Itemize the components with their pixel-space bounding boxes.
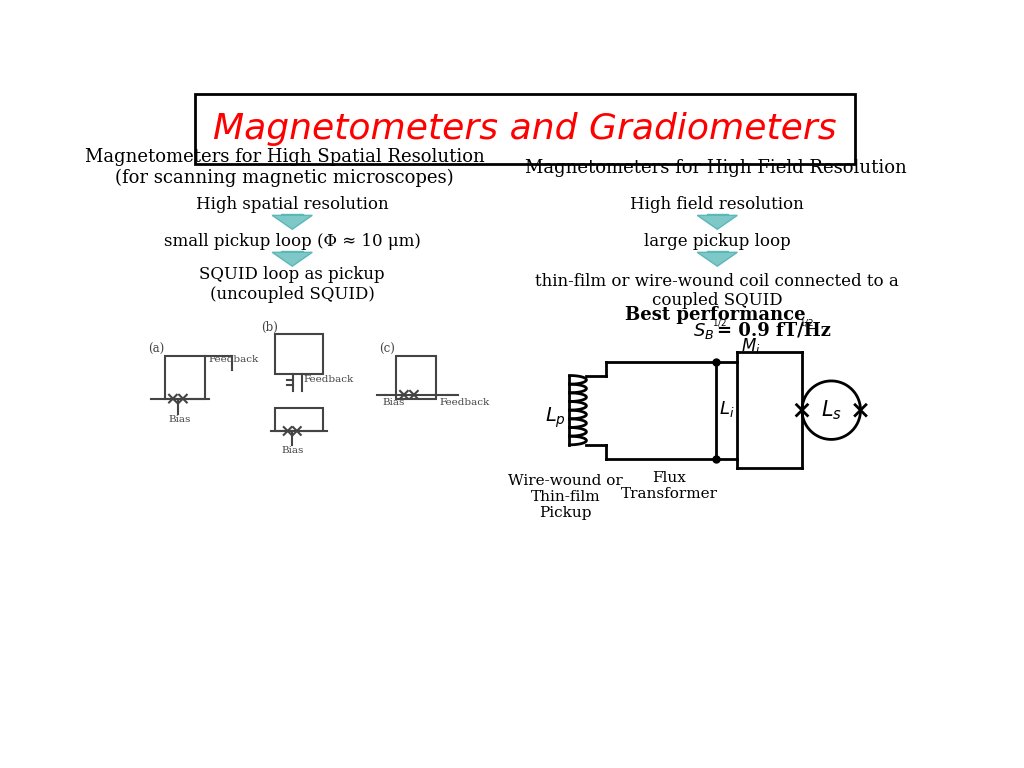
Polygon shape [707, 251, 728, 253]
Text: Bias: Bias [282, 445, 304, 455]
Text: Feedback: Feedback [304, 375, 354, 384]
Bar [275, 408, 323, 431]
Polygon shape [282, 251, 303, 253]
Text: SQUID loop as pickup
(uncoupled SQUID): SQUID loop as pickup (uncoupled SQUID) [200, 266, 385, 303]
Bar [716, 362, 737, 458]
Bar [396, 356, 436, 399]
Polygon shape [707, 214, 728, 215]
Text: $L_s$: $L_s$ [821, 399, 842, 422]
Text: $^{1/2}$: $^{1/2}$ [712, 319, 727, 333]
Polygon shape [697, 253, 737, 266]
Text: (c): (c) [379, 343, 395, 356]
Text: (b): (b) [261, 321, 279, 334]
Text: Magnetometers for High Field Resolution: Magnetometers for High Field Resolution [525, 159, 906, 177]
Text: large pickup loop: large pickup loop [644, 233, 791, 250]
Text: Magnetometers for High Spatial Resolution
(for scanning magnetic microscopes): Magnetometers for High Spatial Resolutio… [85, 148, 484, 187]
Bar [165, 356, 205, 399]
Text: Magnetometers and Gradiometers: Magnetometers and Gradiometers [213, 112, 837, 146]
Bar [275, 334, 323, 374]
Text: Bias: Bias [382, 398, 404, 407]
Text: $L_i$: $L_i$ [719, 399, 734, 419]
Text: $M_i$: $M_i$ [741, 336, 761, 356]
Text: High field resolution: High field resolution [631, 196, 804, 213]
Text: Feedback: Feedback [439, 398, 489, 407]
Text: $^{1/2}$: $^{1/2}$ [799, 319, 814, 333]
Text: Bias: Bias [168, 415, 190, 424]
Polygon shape [272, 253, 312, 266]
Text: thin-film or wire-wound coil connected to a
coupled SQUID: thin-film or wire-wound coil connected t… [536, 273, 899, 310]
Text: $L_p$: $L_p$ [545, 406, 565, 430]
Text: (a): (a) [148, 343, 165, 356]
Polygon shape [282, 214, 303, 215]
Polygon shape [697, 215, 737, 229]
Text: Feedback: Feedback [208, 356, 259, 365]
Text: Flux
Transformer: Flux Transformer [622, 471, 718, 501]
Polygon shape [272, 215, 312, 229]
Text: High spatial resolution: High spatial resolution [196, 196, 388, 213]
Text: = 0.9 fT/Hz: = 0.9 fT/Hz [717, 322, 831, 340]
Text: $S_B$: $S_B$ [692, 321, 714, 341]
Text: Wire-wound or
Thin-film
Pickup: Wire-wound or Thin-film Pickup [508, 474, 623, 521]
Text: Best performance: Best performance [626, 306, 806, 324]
Text: small pickup loop (Φ ≈ 10 μm): small pickup loop (Φ ≈ 10 μm) [164, 233, 421, 250]
